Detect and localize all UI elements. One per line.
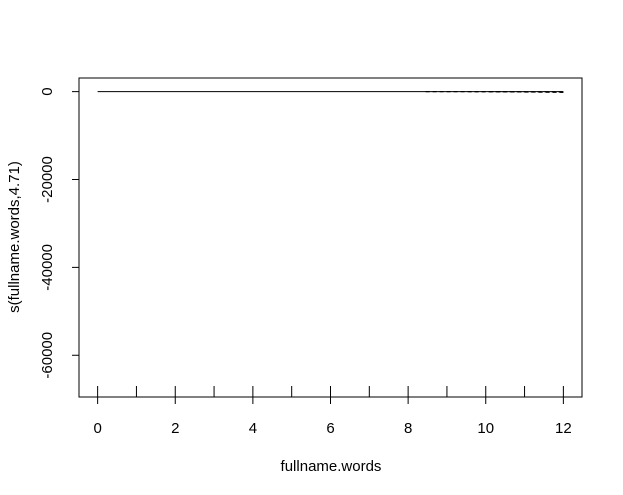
x-tick-label: 10 xyxy=(477,420,494,437)
series-lines xyxy=(97,90,564,93)
y-tick-label: -40000 xyxy=(39,244,56,291)
y-axis: 0 -20000 -40000 -60000 xyxy=(39,87,80,379)
plot-box xyxy=(78,77,583,398)
x-tick-label: 0 xyxy=(93,420,101,437)
x-tick-label: 4 xyxy=(249,420,257,437)
x-axis-label: fullname.words xyxy=(281,458,382,475)
x-axis: 0 2 4 6 8 10 12 xyxy=(93,396,572,437)
x-tick-label: 8 xyxy=(404,420,412,437)
x-tick-label: 6 xyxy=(326,420,334,437)
x-tick-label: 2 xyxy=(171,420,179,437)
confidence-band-line xyxy=(489,90,564,93)
y-tick-label: -60000 xyxy=(39,332,56,379)
y-axis-label: s(fullname.words,4.71) xyxy=(6,161,23,313)
rug xyxy=(97,386,564,397)
y-tick-label: 0 xyxy=(39,87,56,95)
x-tick-label: 12 xyxy=(555,420,572,437)
y-tick-label: -20000 xyxy=(39,156,56,203)
